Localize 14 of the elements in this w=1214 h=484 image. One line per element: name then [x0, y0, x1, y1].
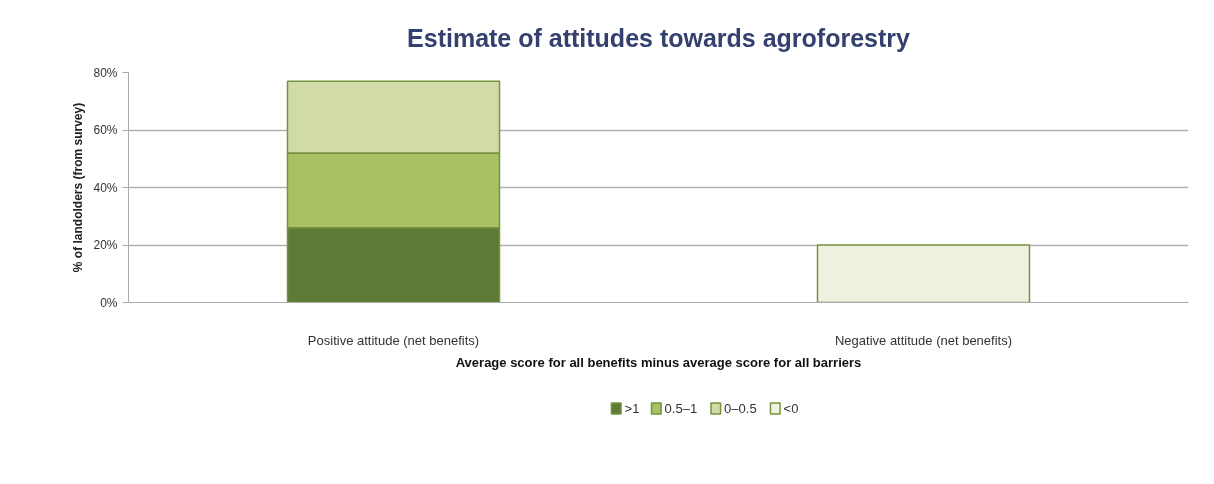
y-tick-label: 20% — [93, 238, 118, 252]
chart-title: Estimate of attitudes towards agroforestry — [407, 23, 911, 52]
x-tick-label: Negative attitude (net benefits) — [834, 332, 1013, 348]
x-tick-label: Positive attitude (net benefits) — [307, 332, 480, 348]
legend-label: >1 — [624, 401, 640, 416]
y-tick-label: 60% — [93, 123, 118, 137]
legend-label: <0 — [783, 401, 799, 416]
legend-label: 0–0.5 — [724, 401, 757, 416]
y-axis-title: % of landolders (from survey) — [71, 102, 86, 273]
y-tick-label: 40% — [93, 180, 118, 195]
legend-label: 0.5–1 — [664, 401, 698, 416]
x-axis-title: Average score for all benefits minus average score for all barriers — [455, 354, 862, 370]
y-tick-label: 80% — [93, 65, 118, 80]
y-tick-label: 0% — [100, 295, 118, 310]
